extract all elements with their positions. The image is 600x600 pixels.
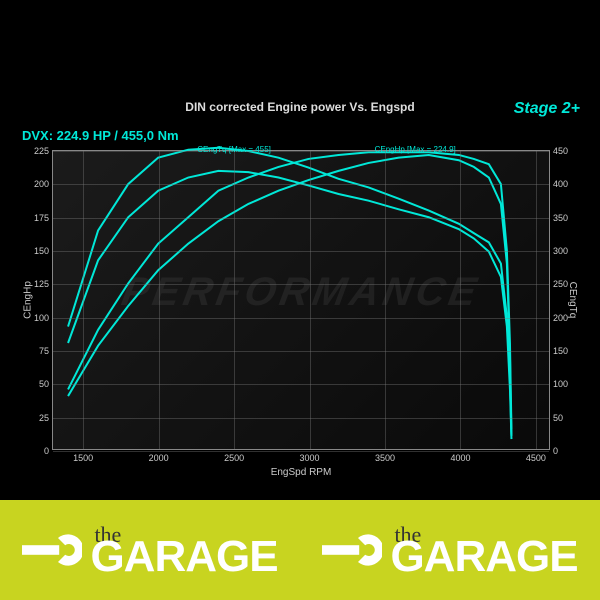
y-left-tick: 125 (34, 279, 49, 289)
chart-curves (53, 151, 549, 449)
x-tick: 2000 (149, 453, 169, 463)
x-tick: 4500 (526, 453, 546, 463)
wrench-icon (22, 520, 82, 580)
y-left-tick: 50 (39, 379, 49, 389)
y-left-tick: 200 (34, 179, 49, 189)
wrench-icon (322, 520, 382, 580)
footer-logo-left: the GARAGE (0, 500, 300, 600)
brand-name: GARAGE (390, 540, 577, 573)
y-axis-right-label: CEngTq (567, 282, 578, 319)
chart-annotation: CEngHp [Max = 224.9] (375, 145, 456, 154)
dvx-readout: DVX: 224.9 HP / 455,0 Nm (22, 128, 179, 143)
x-tick: 1500 (73, 453, 93, 463)
y-left-tick: 225 (34, 146, 49, 156)
brand-name: GARAGE (90, 540, 277, 573)
y-axis-left-label: CEngHp (22, 281, 33, 319)
footer-logo-right: the GARAGE (300, 500, 600, 600)
y-right-tick: 350 (553, 213, 568, 223)
x-tick: 2500 (224, 453, 244, 463)
y-left-tick: 75 (39, 346, 49, 356)
y-left-tick: 150 (34, 246, 49, 256)
y-left-tick: 0 (44, 446, 49, 456)
dyno-chart: PERFORMANCE EngSpd RPM CEngHp CEngTq 150… (52, 150, 550, 450)
y-right-tick: 400 (553, 179, 568, 189)
y-right-tick: 300 (553, 246, 568, 256)
y-right-tick: 50 (553, 413, 563, 423)
chart-annotation: CEngTq [Max = 455] (197, 145, 271, 154)
footer-banner: the GARAGE the GARAGE (0, 500, 600, 600)
y-right-tick: 0 (553, 446, 558, 456)
x-tick: 4000 (450, 453, 470, 463)
x-axis-label: EngSpd RPM (53, 467, 549, 478)
y-left-tick: 25 (39, 413, 49, 423)
y-right-tick: 200 (553, 313, 568, 323)
y-left-tick: 100 (34, 313, 49, 323)
y-right-tick: 450 (553, 146, 568, 156)
y-right-tick: 100 (553, 379, 568, 389)
stage-label: Stage 2+ (514, 100, 580, 118)
chart-title: DIN corrected Engine power Vs. Engspd (0, 100, 600, 114)
x-tick: 3500 (375, 453, 395, 463)
y-right-tick: 150 (553, 346, 568, 356)
y-left-tick: 175 (34, 213, 49, 223)
y-right-tick: 250 (553, 279, 568, 289)
x-tick: 3000 (300, 453, 320, 463)
